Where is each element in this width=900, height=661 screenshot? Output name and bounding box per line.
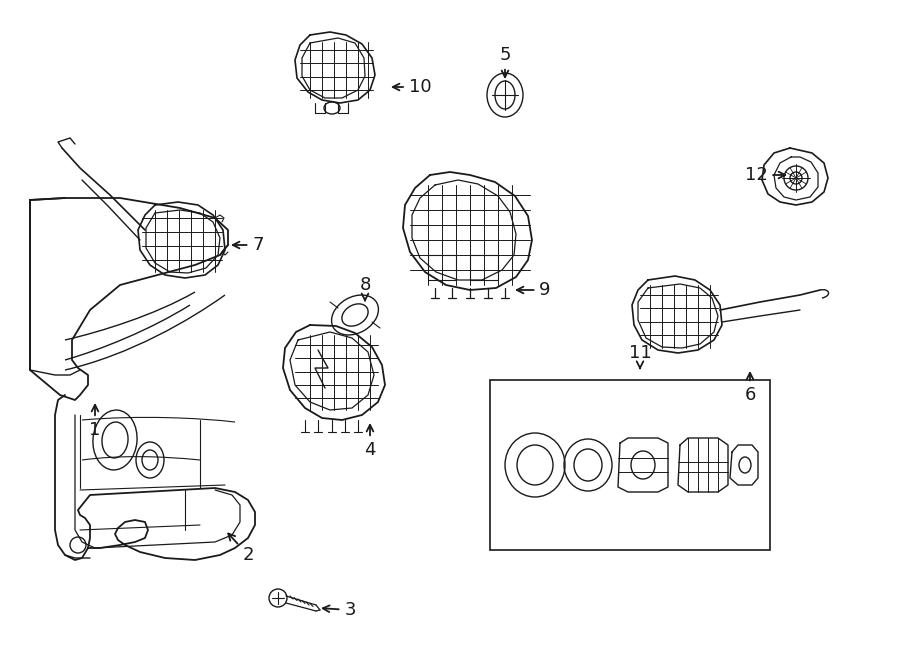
Text: 12: 12 — [744, 166, 785, 184]
Text: 4: 4 — [364, 425, 376, 459]
Bar — [490, 380, 770, 550]
Text: 11: 11 — [628, 344, 652, 368]
Text: 9: 9 — [517, 281, 551, 299]
Text: 7: 7 — [233, 236, 264, 254]
Text: 2: 2 — [229, 533, 254, 564]
Text: 3: 3 — [323, 601, 356, 619]
Text: 5: 5 — [500, 46, 511, 77]
Text: 10: 10 — [392, 78, 431, 96]
Text: 8: 8 — [359, 276, 371, 301]
Text: 1: 1 — [89, 405, 101, 439]
Text: 6: 6 — [744, 373, 756, 404]
